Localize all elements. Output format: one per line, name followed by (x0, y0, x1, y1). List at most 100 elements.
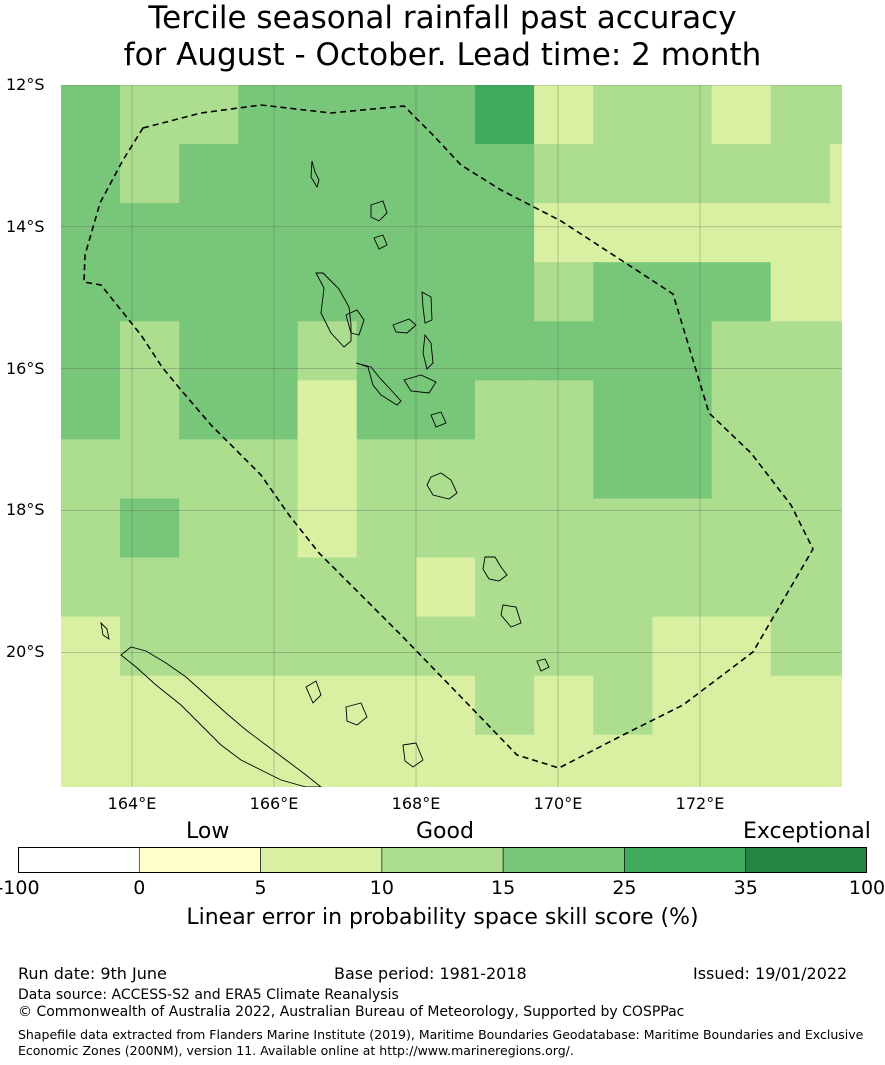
skill-cell (534, 144, 594, 204)
skill-cell (415, 85, 476, 145)
skill-cell (475, 557, 535, 618)
colorbar-segment (745, 847, 867, 873)
skill-cell (593, 734, 653, 787)
title-line-1: Tercile seasonal rainfall past accuracy (148, 0, 737, 36)
category-exceptional: Exceptional (743, 819, 871, 844)
skill-cell (534, 675, 594, 736)
map-title: Tercile seasonal rainfall past accuracy … (0, 0, 885, 74)
colorbar-tick-label: 5 (254, 877, 267, 899)
colorbar-segment (138, 847, 261, 873)
skill-cell (297, 262, 358, 322)
skill-cell (297, 498, 358, 559)
skill-cell (534, 498, 594, 559)
skill-cell (61, 380, 121, 440)
colorbar (18, 847, 867, 873)
skill-cell (475, 321, 535, 381)
lat-tick-label: 18°S (6, 500, 45, 520)
skill-cell (770, 380, 831, 440)
skill-cell (593, 144, 653, 204)
skill-cell (120, 675, 180, 736)
skill-cell (652, 498, 713, 559)
skill-cell (711, 439, 772, 500)
coastline-banks-2 (373, 234, 388, 250)
skill-cell (652, 321, 713, 381)
coastline-pentecost (422, 333, 434, 370)
skill-cell (297, 616, 358, 677)
lat-tick-label: 20°S (6, 642, 45, 662)
colorbar-frame (18, 847, 867, 873)
coastline-new-caledonia (120, 646, 322, 787)
skill-cell (415, 439, 476, 500)
skill-cell (593, 675, 653, 736)
lon-tick-label: 172°E (675, 794, 725, 813)
lon-tick-label: 170°E (533, 794, 583, 813)
skill-cell (297, 203, 358, 263)
skill-cell (179, 557, 239, 618)
coastline-efate (426, 472, 458, 500)
base-period: Base period: 1981-2018 (334, 964, 527, 983)
skill-cell (297, 734, 358, 787)
data-source: Data source: ACCESS-S2 and ERA5 Climate … (18, 987, 399, 1003)
skill-cell (652, 616, 713, 677)
skill-cell (356, 85, 417, 145)
skill-cell (238, 439, 299, 500)
coastline-malekula (355, 362, 402, 406)
lat-tick-label: 12°S (6, 75, 45, 94)
skill-cell (770, 734, 831, 787)
coastline-loyalty-3 (402, 742, 424, 768)
skill-cell (770, 262, 831, 322)
skill-cell (829, 557, 842, 618)
skill-cell (238, 498, 299, 559)
skill-cell (593, 380, 653, 440)
skill-cell (829, 439, 842, 500)
skill-cell (711, 144, 772, 204)
skill-cell (61, 262, 121, 322)
lon-tick-label: 166°E (249, 794, 299, 813)
eez-boundary (83, 104, 814, 769)
coastline-ambae (392, 318, 417, 334)
skill-cell (415, 734, 476, 787)
coastline-loyalty-1 (305, 680, 322, 704)
skill-cell (415, 616, 476, 677)
colorbar-segment (260, 847, 383, 873)
skill-cell (356, 144, 417, 204)
skill-cell (120, 321, 180, 381)
skill-cell (238, 380, 299, 440)
colorbar-tick-label: 100 (848, 877, 885, 899)
skill-cell (534, 439, 594, 500)
skill-cell (711, 734, 772, 787)
skill-cell (61, 203, 121, 263)
skill-cell (120, 616, 180, 677)
skill-cell (770, 321, 831, 381)
colorbar-tick-label: -100 (0, 877, 40, 899)
lat-tick-label: 14°S (6, 216, 45, 236)
skill-map[interactable] (61, 85, 842, 787)
skill-cell (652, 675, 713, 736)
skill-cell (534, 616, 594, 677)
skill-cell (475, 85, 535, 145)
skill-cell (61, 675, 121, 736)
skill-cell (829, 321, 842, 381)
skill-cell (179, 675, 239, 736)
coastlines (100, 160, 550, 787)
skill-cell (297, 439, 358, 500)
skill-cell (61, 144, 121, 204)
skill-cell (829, 144, 842, 204)
skill-cell (475, 144, 535, 204)
coastline-torres (310, 160, 320, 189)
skill-cell (415, 498, 476, 559)
skill-cell (356, 498, 417, 559)
skill-cell (829, 498, 842, 559)
skill-cell (593, 321, 653, 381)
skill-cell (593, 557, 653, 618)
skill-cell (61, 498, 121, 559)
skill-cell (238, 616, 299, 677)
skill-cell (120, 557, 180, 618)
skill-cell (593, 439, 653, 500)
skill-cell (415, 144, 476, 204)
coastline-tanna (500, 604, 522, 628)
skill-cell (770, 85, 831, 145)
shapefile-credit-line-2: Economic Zones (200NM), version 11. Avai… (18, 1043, 574, 1058)
skill-cell (593, 203, 653, 263)
coastline-loyalty-2 (345, 702, 368, 726)
